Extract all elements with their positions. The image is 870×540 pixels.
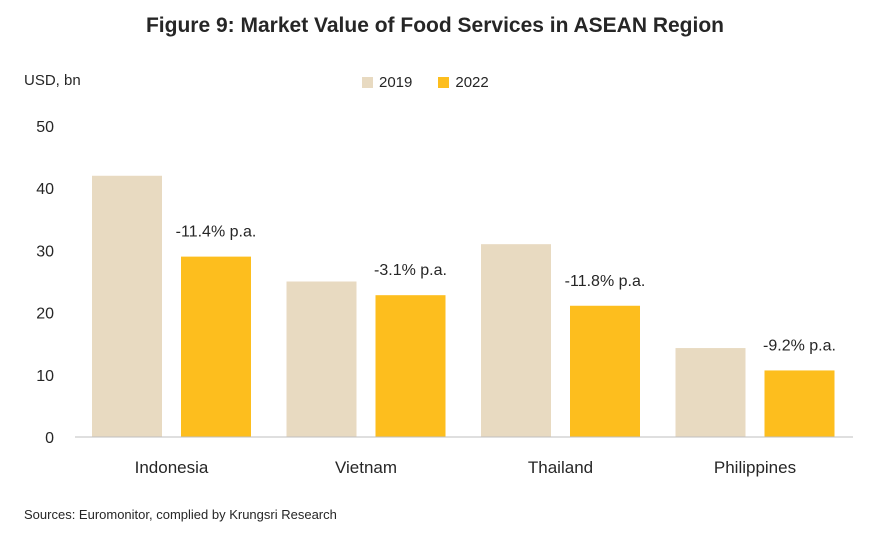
x-tick-label-philippines: Philippines xyxy=(714,458,796,477)
source-note: Sources: Euromonitor, complied by Krungs… xyxy=(24,507,337,522)
annotation-philippines: -9.2% p.a. xyxy=(763,337,836,354)
y-axis-unit-label: USD, bn xyxy=(24,72,81,89)
y-tick-label-10: 10 xyxy=(36,368,54,385)
bar-vietnam-2022 xyxy=(375,295,446,437)
legend-label-2019: 2019 xyxy=(379,74,413,91)
bar-indonesia-2022 xyxy=(181,256,251,437)
x-tick-label-thailand: Thailand xyxy=(528,458,593,477)
annotation-thailand: -11.8% p.a. xyxy=(565,273,646,290)
y-tick-label-30: 30 xyxy=(36,243,54,260)
annotation-indonesia: -11.4% p.a. xyxy=(176,224,257,241)
legend-swatch-2019 xyxy=(362,77,373,88)
chart-title: Figure 9: Market Value of Food Services … xyxy=(145,14,724,37)
bar-philippines-2022 xyxy=(764,370,835,437)
bar-thailand-2019 xyxy=(481,244,551,437)
bar-philippines-2019 xyxy=(675,348,746,437)
y-tick-label-40: 40 xyxy=(36,181,54,198)
x-tick-label-indonesia: Indonesia xyxy=(135,458,209,477)
y-tick-label-0: 0 xyxy=(45,430,54,447)
annotation-vietnam: -3.1% p.a. xyxy=(374,262,447,279)
legend-item-2022: 2022 xyxy=(438,74,489,91)
legend-item-2019: 2019 xyxy=(362,74,412,91)
legend-swatch-2022 xyxy=(438,77,450,88)
y-tick-label-20: 20 xyxy=(36,306,54,323)
bar-thailand-2022 xyxy=(570,305,640,437)
x-tick-label-vietnam: Vietnam xyxy=(335,458,397,477)
bar-indonesia-2019 xyxy=(92,175,162,437)
legend: 2019 2022 xyxy=(362,74,489,91)
legend-label-2022: 2022 xyxy=(455,74,489,91)
bar-vietnam-2019 xyxy=(286,281,357,437)
y-tick-label-50: 50 xyxy=(36,119,54,136)
